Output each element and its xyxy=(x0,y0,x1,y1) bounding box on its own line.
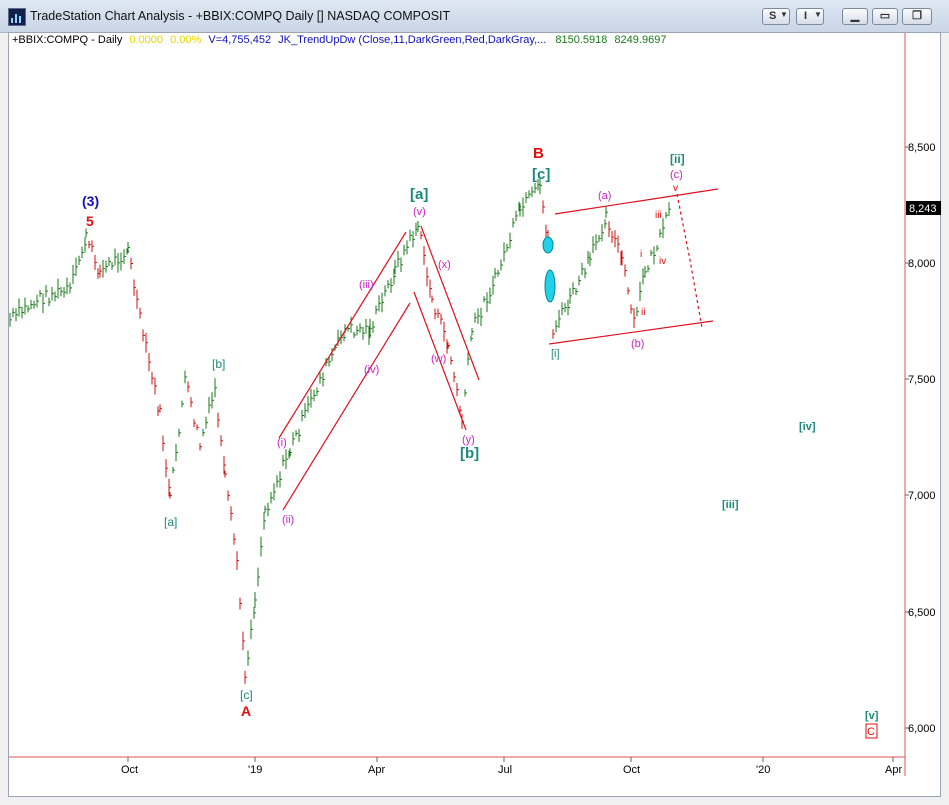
symbol-label: +BBIX:COMPQ - Daily xyxy=(12,34,123,46)
wave-label-5: 5 xyxy=(86,213,94,229)
chart-panel[interactable] xyxy=(8,32,941,797)
window-title: TradeStation Chart Analysis - +BBIX:COMP… xyxy=(30,9,451,23)
wave-labels: (3) 5 [a] [b] [c] A (i) (ii) (iii) (iv) … xyxy=(82,145,879,739)
wave-label-iii-small: iii xyxy=(655,210,662,221)
cyan-marker-1 xyxy=(542,236,554,254)
cyan-marker-2 xyxy=(544,269,556,303)
time-tick-jul-2019: Jul xyxy=(498,764,512,776)
wave-label-C-box xyxy=(865,723,878,739)
time-tick-oct-2018: Oct xyxy=(121,764,138,776)
channel-upper-line-3 xyxy=(554,188,719,215)
volume-value: V=4,755,452 xyxy=(208,34,272,46)
wave-label-b-mid: [b] xyxy=(460,445,479,462)
trend-channels xyxy=(278,188,719,511)
wave-label-C: C xyxy=(867,726,875,738)
wave-label-c-top: [c] xyxy=(532,166,550,183)
wave-label-i-small: i xyxy=(640,249,642,260)
chevron-down-icon: ▼ xyxy=(780,10,788,19)
wave-label-c-paren: (c) xyxy=(670,169,683,181)
indicator-value-1: 8150.5918 xyxy=(555,34,608,46)
last-price-marker xyxy=(906,201,941,215)
maximize-button[interactable]: ▭ xyxy=(872,8,898,25)
wave-label-b-paren: (b) xyxy=(631,338,644,350)
price-tick-8500: 8,500 xyxy=(908,142,936,154)
chevron-down-icon: ▼ xyxy=(814,10,822,19)
wave-label-v-bracket: [v] xyxy=(865,710,879,722)
maximize-icon: ▭ xyxy=(879,10,891,22)
channel-upper-line-2 xyxy=(420,225,480,381)
wave-label-iii-paren: (iii) xyxy=(359,279,374,291)
price-axis: 8,500 8,000 7,500 7,000 6,500 6,000 8,24… xyxy=(905,142,941,735)
wave-label-i-bracket: [i] xyxy=(551,348,560,360)
wave-label-y-paren: (y) xyxy=(462,434,475,446)
chart-header: +BBIX:COMPQ - Daily 0.0000 0.00% V=4,755… xyxy=(12,34,666,46)
wave-label-B: B xyxy=(533,145,544,162)
i-button-label: I xyxy=(804,10,808,22)
time-tick-apr-2019: Apr xyxy=(368,764,385,776)
restore-button[interactable]: ❐ xyxy=(902,8,932,25)
wave-label-v-small: v xyxy=(673,183,678,194)
wave-label-A: A xyxy=(241,703,251,719)
s-dropdown-button[interactable]: S ▼ xyxy=(762,8,790,25)
price-tick-8000: 8,000 xyxy=(908,258,936,270)
channel-lower-line-3 xyxy=(548,320,714,345)
wave-label-iii-bracket: [iii] xyxy=(722,499,739,511)
price-tick-7500: 7,500 xyxy=(908,374,936,386)
indicator-name: JK_TrendUpDw (Close,11,DarkGreen,Red,Dar… xyxy=(278,34,547,46)
last-price-value: 8,243 xyxy=(909,203,937,215)
wave-label-iv-paren: (iv) xyxy=(364,364,379,376)
channel-lower-line-2 xyxy=(413,291,467,431)
i-dropdown-button[interactable]: I ▼ xyxy=(796,8,824,25)
price-tick-6500: 6,500 xyxy=(908,607,936,619)
projection-dashed-line xyxy=(676,193,703,329)
indicator-value-2: 8249.9697 xyxy=(614,34,667,46)
wave-label-3: (3) xyxy=(82,193,99,209)
restore-icon: ❐ xyxy=(912,10,922,22)
wave-label-ii-bracket: [ii] xyxy=(670,152,685,166)
price-tick-7000: 7,000 xyxy=(908,490,936,502)
wave-label-x-paren: (x) xyxy=(438,259,451,271)
wave-label-a-paren: (a) xyxy=(598,190,611,202)
wave-label-iv-bracket: [iv] xyxy=(799,421,816,433)
wave-label-v-paren: (v) xyxy=(413,206,426,218)
channel-lower-line-1 xyxy=(282,302,411,511)
price-tick-6000: 6,000 xyxy=(908,723,936,735)
title-bar: TradeStation Chart Analysis - +BBIX:COMP… xyxy=(0,0,949,33)
wave-label-a-top: [a] xyxy=(410,186,428,203)
price-bars xyxy=(9,176,671,684)
wave-label-iv-small: iv xyxy=(659,256,666,267)
wave-label-w-paren: (w) xyxy=(431,353,446,365)
change-value: 0.0000 xyxy=(129,34,164,46)
time-axis: Oct '19 Apr Jul Oct '20 Apr xyxy=(121,757,902,776)
time-tick-oct-2019: Oct xyxy=(623,764,640,776)
wave-label-ii-paren: (ii) xyxy=(282,514,294,526)
time-tick-2019: '19 xyxy=(248,764,262,776)
time-tick-apr-2020: Apr xyxy=(885,764,902,776)
change-pct-value: 0.00% xyxy=(170,34,202,46)
wave-label-c-low: [c] xyxy=(240,688,253,702)
s-button-label: S xyxy=(769,10,777,22)
wave-label-i-paren: (i) xyxy=(277,437,287,449)
minimize-icon: ▁ xyxy=(850,10,860,22)
wave-label-b-small: [b] xyxy=(212,357,225,371)
channel-upper-line-1 xyxy=(278,231,407,439)
time-tick-2020: '20 xyxy=(756,764,770,776)
minimize-button[interactable]: ▁ xyxy=(842,8,868,25)
wave-label-ii-small: ii xyxy=(641,307,645,318)
tradestation-icon xyxy=(8,8,26,26)
wave-label-a-low: [a] xyxy=(164,515,177,529)
